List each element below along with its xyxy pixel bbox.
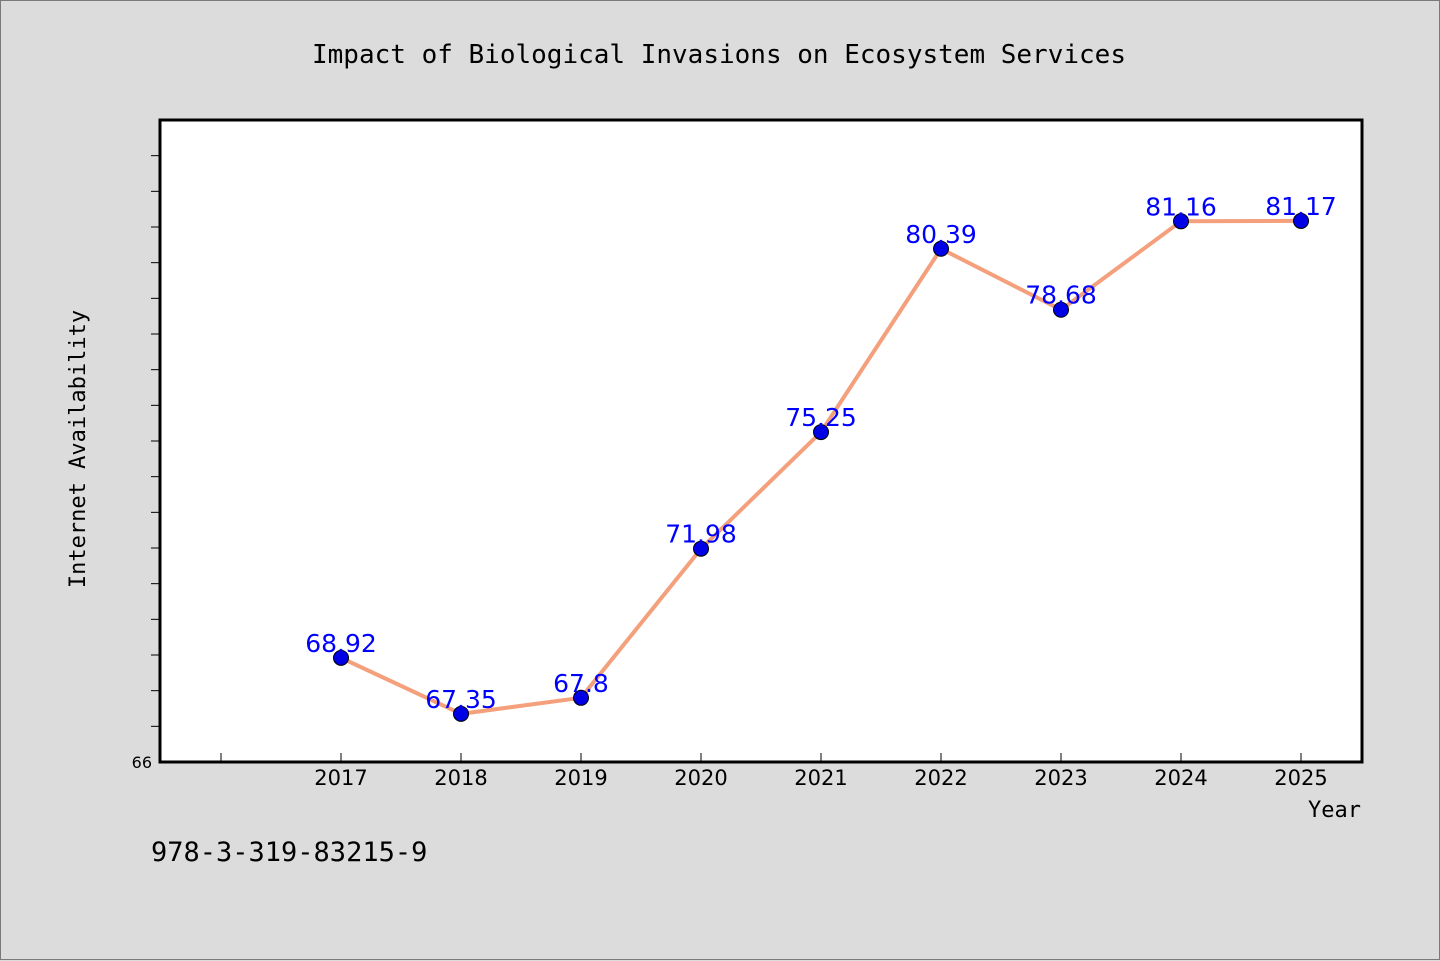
data-point bbox=[1293, 212, 1309, 229]
x-tick-label: 2017 bbox=[314, 766, 367, 790]
data-label: 67.8 bbox=[553, 669, 609, 698]
data-point bbox=[333, 649, 349, 666]
x-tick-label: 2021 bbox=[794, 766, 847, 790]
footer-identifier: 978-3-319-83215-9 bbox=[151, 837, 428, 868]
data-label: 71.98 bbox=[665, 520, 737, 549]
data-label: 78.68 bbox=[1025, 281, 1097, 310]
data-label: 68.92 bbox=[305, 629, 377, 658]
data-point bbox=[933, 240, 949, 257]
x-tick-label: 2018 bbox=[434, 766, 487, 790]
plot-area bbox=[158, 118, 1364, 764]
data-label: 80.39 bbox=[905, 220, 977, 249]
x-axis-label: Year bbox=[1308, 798, 1361, 823]
chart-title: Impact of Biological Invasions on Ecosys… bbox=[312, 40, 1126, 70]
data-label: 81.16 bbox=[1145, 192, 1217, 221]
data-point bbox=[693, 540, 709, 557]
x-tick-label: 2020 bbox=[674, 766, 727, 790]
data-point bbox=[813, 424, 829, 441]
y-tick-label: 66 bbox=[132, 753, 152, 772]
data-label: 67.35 bbox=[425, 685, 497, 714]
data-labels: 68.92 67.35 67.8 71.98 75.25 80.39 78.68 81.16 8… bbox=[305, 192, 1337, 714]
x-tick-label: 2019 bbox=[554, 766, 607, 790]
data-point bbox=[573, 689, 589, 706]
y-axis-ticks: 66 bbox=[132, 155, 159, 772]
x-tick-label: 2023 bbox=[1034, 766, 1087, 790]
data-point bbox=[453, 705, 469, 722]
series-markers bbox=[333, 212, 1309, 722]
x-tick-label: 2024 bbox=[1154, 766, 1207, 790]
data-label: 81.17 bbox=[1265, 192, 1337, 221]
y-axis-label: Internet Availability bbox=[66, 310, 91, 588]
x-tick-label: 2025 bbox=[1274, 766, 1327, 790]
x-tick-label: 2022 bbox=[914, 766, 967, 790]
x-axis-ticks: 2017 2018 2019 2020 2021 2022 2023 2024 2025 bbox=[220, 753, 1328, 790]
data-point bbox=[1173, 213, 1189, 230]
data-label: 75.25 bbox=[785, 403, 857, 432]
data-point bbox=[1053, 301, 1069, 318]
